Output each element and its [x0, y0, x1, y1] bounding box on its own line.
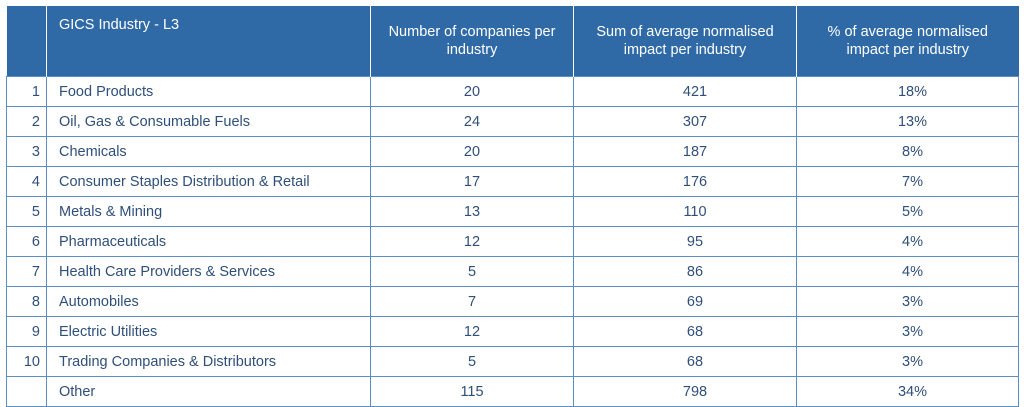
table-row: 7 Health Care Providers & Services 5 86 4% — [6, 256, 1019, 287]
cell-pct-impact: 13% — [796, 106, 1019, 137]
cell-companies: 17 — [370, 166, 574, 197]
table-row: 8 Automobiles 7 69 3% — [6, 286, 1019, 317]
table-row: 5 Metals & Mining 13 110 5% — [6, 196, 1019, 227]
cell-pct-impact: 4% — [796, 256, 1019, 287]
table-row: 1 Food Products 20 421 18% — [6, 76, 1019, 107]
cell-companies: 115 — [370, 376, 574, 407]
cell-index: 7 — [6, 256, 47, 287]
cell-industry: Automobiles — [46, 286, 371, 317]
cell-sum-impact: 95 — [573, 226, 797, 257]
table-header: GICS Industry - L3 Number of companies p… — [6, 6, 1019, 77]
cell-companies: 20 — [370, 76, 574, 107]
cell-industry: Trading Companies & Distributors — [46, 346, 371, 377]
cell-industry: Other — [46, 376, 371, 407]
table-row: 3 Chemicals 20 187 8% — [6, 136, 1019, 167]
cell-index — [6, 376, 47, 407]
cell-pct-impact: 3% — [796, 286, 1019, 317]
cell-industry: Electric Utilities — [46, 316, 371, 347]
header-industry: GICS Industry - L3 — [46, 6, 371, 77]
cell-industry: Metals & Mining — [46, 196, 371, 227]
cell-index: 6 — [6, 226, 47, 257]
industry-impact-table-container: GICS Industry - L3 Number of companies p… — [6, 6, 1019, 407]
cell-pct-impact: 5% — [796, 196, 1019, 227]
cell-sum-impact: 68 — [573, 316, 797, 347]
cell-companies: 7 — [370, 286, 574, 317]
table-row: 9 Electric Utilities 12 68 3% — [6, 316, 1019, 347]
cell-companies: 5 — [370, 256, 574, 287]
cell-index: 4 — [6, 166, 47, 197]
cell-companies: 20 — [370, 136, 574, 167]
table-row: 2 Oil, Gas & Consumable Fuels 24 307 13% — [6, 106, 1019, 137]
industry-impact-table: GICS Industry - L3 Number of companies p… — [6, 6, 1019, 407]
cell-pct-impact: 3% — [796, 316, 1019, 347]
cell-industry: Health Care Providers & Services — [46, 256, 371, 287]
cell-industry: Consumer Staples Distribution & Retail — [46, 166, 371, 197]
cell-index: 1 — [6, 76, 47, 107]
cell-pct-impact: 4% — [796, 226, 1019, 257]
cell-companies: 12 — [370, 316, 574, 347]
cell-pct-impact: 8% — [796, 136, 1019, 167]
cell-sum-impact: 421 — [573, 76, 797, 107]
cell-index: 9 — [6, 316, 47, 347]
cell-sum-impact: 68 — [573, 346, 797, 377]
table-row: Other 115 798 34% — [6, 376, 1019, 407]
header-index — [6, 6, 47, 77]
cell-companies: 13 — [370, 196, 574, 227]
cell-index: 3 — [6, 136, 47, 167]
cell-companies: 24 — [370, 106, 574, 137]
table-row: 4 Consumer Staples Distribution & Retail 1… — [6, 166, 1019, 197]
cell-index: 10 — [6, 346, 47, 377]
header-companies: Number of companies per industry — [370, 6, 574, 77]
cell-industry: Chemicals — [46, 136, 371, 167]
table-row: 6 Pharmaceuticals 12 95 4% — [6, 226, 1019, 257]
cell-sum-impact: 798 — [573, 376, 797, 407]
cell-sum-impact: 176 — [573, 166, 797, 197]
cell-sum-impact: 86 — [573, 256, 797, 287]
cell-companies: 12 — [370, 226, 574, 257]
header-pct-impact: % of average normalised impact per indus… — [796, 6, 1019, 77]
cell-industry: Pharmaceuticals — [46, 226, 371, 257]
cell-index: 2 — [6, 106, 47, 137]
header-sum-impact: Sum of average normalised impact per ind… — [573, 6, 797, 77]
cell-industry: Food Products — [46, 76, 371, 107]
cell-sum-impact: 110 — [573, 196, 797, 227]
cell-pct-impact: 3% — [796, 346, 1019, 377]
cell-index: 8 — [6, 286, 47, 317]
cell-companies: 5 — [370, 346, 574, 377]
header-row: GICS Industry - L3 Number of companies p… — [6, 6, 1019, 77]
cell-sum-impact: 69 — [573, 286, 797, 317]
cell-pct-impact: 34% — [796, 376, 1019, 407]
cell-index: 5 — [6, 196, 47, 227]
table-body: 1 Food Products 20 421 18% 2 Oil, Gas & Consum… — [6, 76, 1019, 407]
cell-pct-impact: 7% — [796, 166, 1019, 197]
cell-sum-impact: 307 — [573, 106, 797, 137]
table-row: 10 Trading Companies & Distributors 5 68 3% — [6, 346, 1019, 377]
cell-industry: Oil, Gas & Consumable Fuels — [46, 106, 371, 137]
cell-sum-impact: 187 — [573, 136, 797, 167]
cell-pct-impact: 18% — [796, 76, 1019, 107]
